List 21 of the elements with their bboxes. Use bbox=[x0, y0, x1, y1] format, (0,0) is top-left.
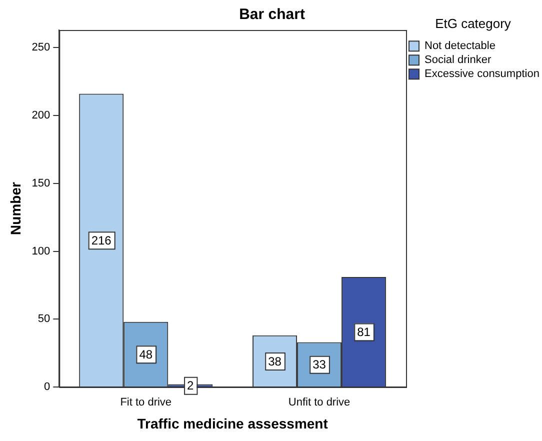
y-tick-label: 200 bbox=[32, 110, 50, 122]
x-tick-label: Unfit to drive bbox=[288, 396, 350, 409]
y-tick-label: 250 bbox=[32, 42, 50, 54]
legend-label: Social drinker bbox=[424, 54, 492, 66]
data-label: 33 bbox=[312, 358, 326, 372]
y-tick-label: 100 bbox=[32, 245, 50, 258]
data-label: 38 bbox=[268, 354, 282, 368]
legend-title: EtG category bbox=[435, 16, 512, 32]
x-tick-label: Fit to drive bbox=[120, 396, 172, 409]
data-label: 216 bbox=[91, 233, 112, 248]
y-tick-label: 0 bbox=[44, 381, 50, 394]
legend-label: Excessive consumption bbox=[424, 68, 540, 80]
data-label: 48 bbox=[139, 347, 153, 362]
x-axis-title: Traffic medicine assessment bbox=[137, 415, 328, 432]
legend-label: Not detectable bbox=[424, 40, 496, 52]
data-label: 2 bbox=[187, 378, 194, 393]
y-axis-title: Number bbox=[7, 182, 24, 235]
chart-title: Bar chart bbox=[239, 6, 305, 24]
y-tick-label: 50 bbox=[38, 313, 50, 326]
y-tick-label: 150 bbox=[32, 177, 50, 190]
data-label: 81 bbox=[357, 325, 371, 340]
